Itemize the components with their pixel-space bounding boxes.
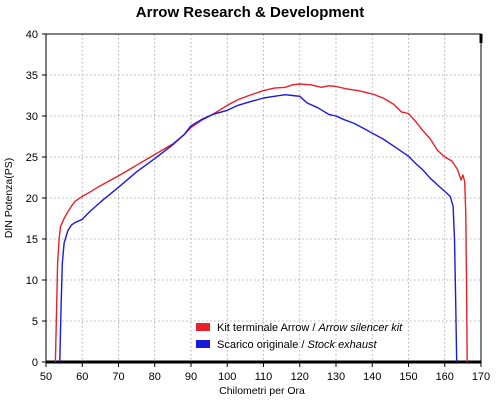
y-tick-label: 40 <box>26 29 38 41</box>
x-tick-label: 140 <box>363 371 381 383</box>
series-layer <box>54 83 468 363</box>
x-tick-label: 100 <box>218 371 236 383</box>
series-line-1 <box>54 83 468 363</box>
y-tick-label: 35 <box>26 70 38 82</box>
x-tick-label: 80 <box>149 371 161 383</box>
chart-title: Arrow Research & Development <box>136 4 364 21</box>
legend-label-2: Scarico originale / Stock exhaust <box>217 339 378 351</box>
x-tick-label: 110 <box>255 371 273 383</box>
y-tick-label: 30 <box>26 111 38 123</box>
y-tick-label: 15 <box>26 234 38 246</box>
x-tick-label: 160 <box>436 371 454 383</box>
legend-swatch-2 <box>196 340 210 348</box>
x-axis-label: Chilometri per Ora <box>219 385 305 397</box>
legend-swatch-1 <box>196 323 210 331</box>
y-tick-label: 25 <box>26 152 38 164</box>
y-tick-label: 5 <box>32 316 38 328</box>
tick-labels: 50 60 70 80 90 100 110 120 130 140 150 160 170 0 5 10 15… <box>26 29 490 383</box>
x-tick-label: 120 <box>291 371 309 383</box>
x-tick-label: 60 <box>76 371 88 383</box>
x-tick-label: 130 <box>327 371 345 383</box>
axes <box>42 33 483 367</box>
legend: Kit terminale Arrow / Arrow silencer kit… <box>196 322 403 351</box>
y-tick-label: 10 <box>26 275 38 287</box>
y-tick-label: 0 <box>32 357 38 369</box>
y-axis-label: DIN Potenza(PS) <box>3 158 15 239</box>
x-tick-label: 50 <box>40 371 52 383</box>
x-tick-label: 90 <box>185 371 197 383</box>
x-tick-label: 170 <box>472 371 490 383</box>
series-line-2 <box>59 94 458 363</box>
legend-label-1: Kit terminale Arrow / Arrow silencer kit <box>217 322 403 334</box>
x-tick-label: 70 <box>112 371 124 383</box>
x-tick-label: 150 <box>399 371 417 383</box>
y-tick-label: 20 <box>26 193 38 205</box>
grid <box>46 34 481 362</box>
